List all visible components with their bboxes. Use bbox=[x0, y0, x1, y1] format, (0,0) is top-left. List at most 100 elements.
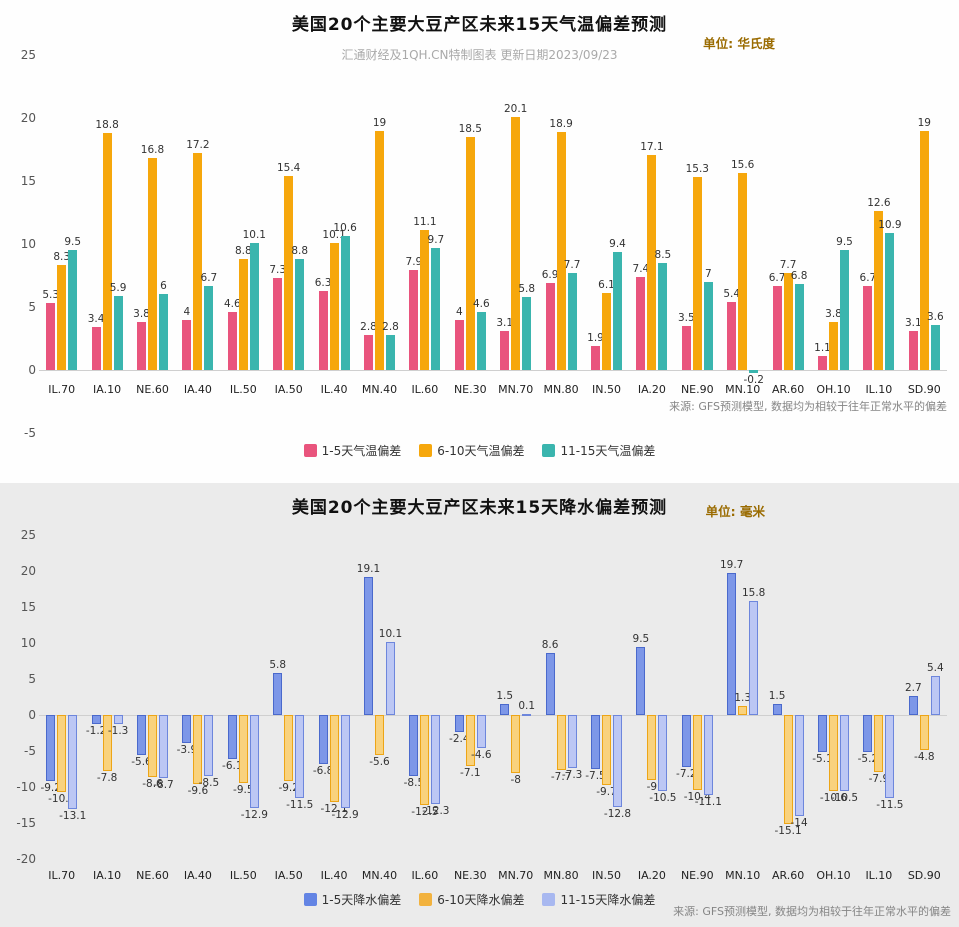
value-label: 3.8 bbox=[825, 308, 842, 321]
category-label: MN.80 bbox=[543, 383, 579, 396]
bar bbox=[567, 272, 577, 370]
bar bbox=[273, 278, 283, 370]
value-label: -11.5 bbox=[286, 798, 314, 811]
value-label: -6.1 bbox=[222, 759, 243, 772]
bar bbox=[794, 284, 804, 370]
bar bbox=[511, 116, 521, 370]
bar bbox=[318, 715, 328, 764]
value-label: 18.5 bbox=[458, 122, 482, 135]
value-label: -2.4 bbox=[449, 733, 470, 746]
precipitation-deviation-chart: 美国20个主要大豆产区未来15天降水偏差预测 单位: 毫米 25 20 15 10 5 0… bbox=[0, 483, 959, 927]
value-label: -7.1 bbox=[460, 767, 481, 780]
bar bbox=[57, 715, 67, 793]
y-tick-label: -5 bbox=[24, 426, 36, 440]
category-label: IN.50 bbox=[592, 383, 621, 396]
legend-swatch bbox=[303, 444, 317, 457]
bar bbox=[738, 173, 748, 370]
bar bbox=[772, 285, 782, 370]
value-label: 17.1 bbox=[640, 140, 664, 153]
bar bbox=[772, 704, 782, 715]
category-label: NE.90 bbox=[680, 383, 714, 396]
value-label: 12.6 bbox=[867, 197, 891, 210]
bar bbox=[148, 158, 157, 370]
bar bbox=[885, 715, 895, 798]
legend-item[interactable]: 11-15天气温偏差 bbox=[542, 442, 655, 459]
value-label: -12.9 bbox=[240, 808, 268, 821]
value-label: 18.9 bbox=[549, 117, 573, 130]
value-label: 8.3 bbox=[53, 251, 71, 264]
y-tick-label: 15 bbox=[20, 600, 36, 614]
bar bbox=[885, 232, 895, 370]
bar bbox=[68, 250, 78, 370]
value-label: 19.7 bbox=[719, 559, 744, 572]
bar bbox=[375, 130, 384, 370]
bar bbox=[431, 715, 441, 804]
y-tick-label: 0 bbox=[28, 708, 36, 722]
plot-area: 25 20 15 10 5 0 -5 -10 -15 -20 -9.2 -1.2 -5.6 -3.9 -6.… bbox=[0, 483, 959, 927]
bar bbox=[68, 715, 78, 810]
bar bbox=[46, 303, 56, 370]
value-label: 15.8 bbox=[741, 587, 766, 600]
value-label: -7.2 bbox=[676, 767, 697, 780]
category-label: AR.60 bbox=[771, 383, 805, 396]
value-label: -5.6 bbox=[369, 756, 390, 769]
value-label: 7.4 bbox=[632, 262, 650, 275]
bar bbox=[658, 262, 668, 370]
bar bbox=[409, 270, 419, 370]
category-label: NE.30 bbox=[453, 383, 487, 396]
bar bbox=[386, 334, 395, 370]
value-label: 7.9 bbox=[405, 256, 423, 269]
bar bbox=[159, 715, 168, 778]
bar bbox=[238, 259, 248, 370]
bar bbox=[703, 715, 713, 795]
value-label: 17.2 bbox=[186, 139, 210, 152]
bar bbox=[386, 642, 395, 715]
bar bbox=[636, 276, 646, 370]
category-label: OH.10 bbox=[816, 383, 851, 396]
bar bbox=[874, 211, 884, 370]
bar bbox=[249, 715, 259, 808]
y-tick-label: -15 bbox=[16, 816, 36, 830]
legend-item[interactable]: 11-15天降水偏差 bbox=[542, 891, 655, 908]
bar bbox=[182, 319, 192, 370]
value-label: 20.1 bbox=[503, 102, 528, 115]
bar bbox=[340, 715, 350, 808]
legend-item[interactable]: 1-5天气温偏差 bbox=[303, 442, 401, 459]
value-label: 0.1 bbox=[518, 700, 536, 713]
value-label: 1.5 bbox=[768, 690, 786, 703]
bar bbox=[182, 715, 192, 744]
bar bbox=[522, 714, 532, 717]
y-tick-label: 25 bbox=[20, 48, 36, 62]
value-label: 10.1 bbox=[378, 628, 403, 641]
chart-title: 美国20个主要大豆产区未来15天气温偏差预测 bbox=[291, 15, 668, 35]
value-label: 4.6 bbox=[472, 298, 490, 311]
legend-item[interactable]: 6-10天气温偏差 bbox=[419, 442, 524, 459]
temperature-deviation-chart: 美国20个主要大豆产区未来15天气温偏差预测 单位: 华氏度 汇通财经及1QH.… bbox=[20, 15, 947, 459]
value-label: 9.5 bbox=[64, 236, 82, 249]
value-label: -4.6 bbox=[471, 749, 492, 762]
value-label: 7.3 bbox=[269, 264, 287, 277]
bar bbox=[148, 715, 157, 777]
value-label: 4 bbox=[455, 305, 463, 318]
bar bbox=[919, 715, 929, 750]
value-label: 15.6 bbox=[730, 159, 755, 172]
value-label: -8.7 bbox=[153, 778, 174, 791]
bar bbox=[727, 301, 737, 370]
value-label: 9.5 bbox=[836, 236, 853, 249]
legend-item[interactable]: 6-10天降水偏差 bbox=[419, 891, 524, 908]
value-label: 9.7 bbox=[427, 233, 445, 246]
bar bbox=[431, 247, 441, 370]
category-label: MN.10 bbox=[725, 869, 761, 882]
value-label: 3.5 bbox=[677, 311, 695, 324]
bar bbox=[409, 715, 419, 777]
bar bbox=[692, 715, 702, 790]
category-label: NE.90 bbox=[680, 869, 714, 882]
bar bbox=[703, 281, 713, 370]
legend-item[interactable]: 1-5天降水偏差 bbox=[303, 891, 401, 908]
bar bbox=[193, 153, 203, 370]
category-label: NE.60 bbox=[136, 869, 169, 882]
bar bbox=[476, 715, 486, 749]
value-label: -9.7 bbox=[596, 785, 617, 798]
bar bbox=[783, 272, 793, 370]
